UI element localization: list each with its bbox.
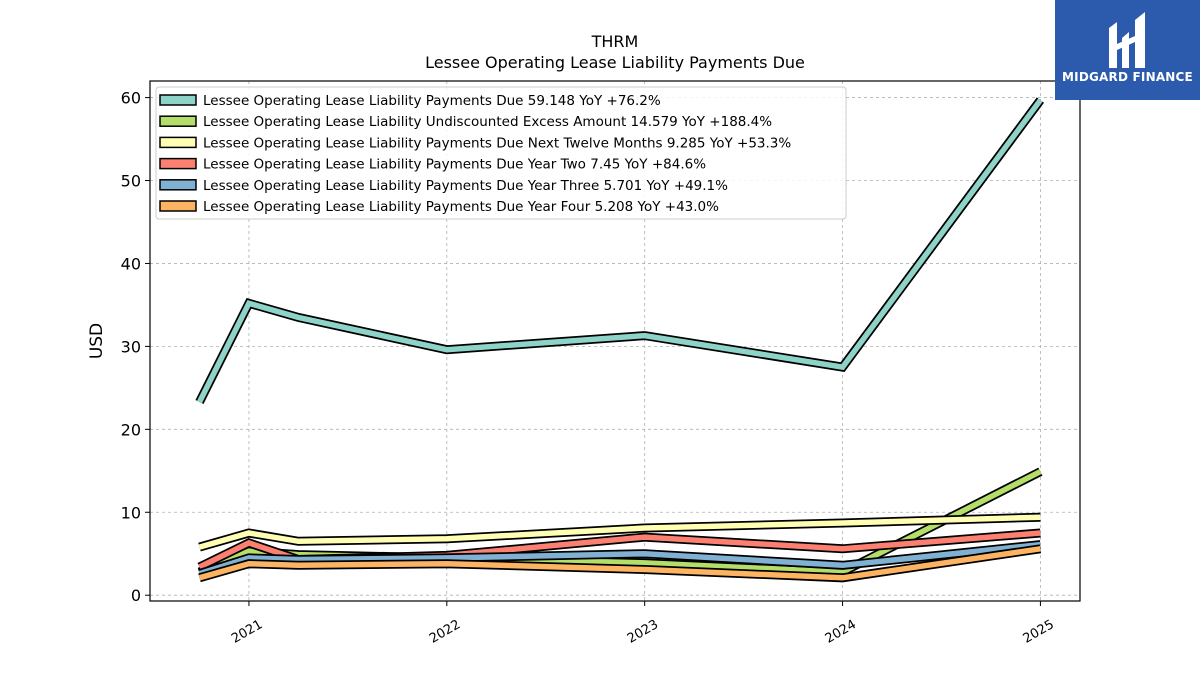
legend: Lessee Operating Lease Liability Payment… xyxy=(155,86,847,220)
series-line xyxy=(198,546,1041,581)
legend-label: Lessee Operating Lease Liability Undisco… xyxy=(203,114,772,130)
legend-label: Lessee Operating Lease Liability Payment… xyxy=(203,135,791,151)
plot-frame xyxy=(149,80,1081,602)
legend-swatch xyxy=(159,179,197,191)
x-tick-label: 2021 xyxy=(229,617,265,647)
y-tick-label: 50 xyxy=(121,172,141,191)
legend-label: Lessee Operating Lease Liability Payment… xyxy=(203,157,706,173)
series-line xyxy=(198,541,1041,577)
y-axis-label: USD xyxy=(87,323,107,359)
chart-title: THRM xyxy=(591,32,639,51)
y-axis: 0 10 20 30 40 50 60 xyxy=(121,89,150,605)
y-tick-label: 60 xyxy=(121,89,141,108)
legend-swatch xyxy=(159,200,197,212)
chart-subtitle: Lessee Operating Lease Liability Payment… xyxy=(425,53,805,72)
legend-label: Lessee Operating Lease Liability Payment… xyxy=(203,93,661,109)
series-line xyxy=(197,98,1043,404)
legend-swatch xyxy=(159,115,197,127)
brand-logo: MIDGARD FINANCE xyxy=(1055,0,1200,100)
y-tick-label: 40 xyxy=(121,254,141,273)
legend-label: Lessee Operating Lease Liability Payment… xyxy=(203,178,728,194)
legend-swatch xyxy=(159,157,197,170)
x-axis: 2021 2022 2023 2024 2025 xyxy=(229,601,1057,647)
legend-box xyxy=(155,86,847,220)
x-tick-label: 2025 xyxy=(1021,617,1057,647)
series-line xyxy=(198,514,1041,550)
x-tick-label: 2023 xyxy=(625,617,661,647)
x-tick-label: 2024 xyxy=(823,617,859,647)
midgard-logo-icon xyxy=(1109,12,1145,68)
legend-swatch xyxy=(159,94,197,106)
y-tick-label: 30 xyxy=(121,337,141,356)
y-tick-label: 20 xyxy=(121,420,141,439)
legend-swatch xyxy=(159,136,197,149)
series-layer xyxy=(195,97,1045,583)
y-tick-label: 10 xyxy=(121,503,141,522)
x-tick-label: 2022 xyxy=(427,617,463,647)
y-tick-label: 0 xyxy=(131,586,141,605)
brand-name: MIDGARD FINANCE xyxy=(1062,70,1193,84)
legend-label: Lessee Operating Lease Liability Payment… xyxy=(203,199,719,215)
